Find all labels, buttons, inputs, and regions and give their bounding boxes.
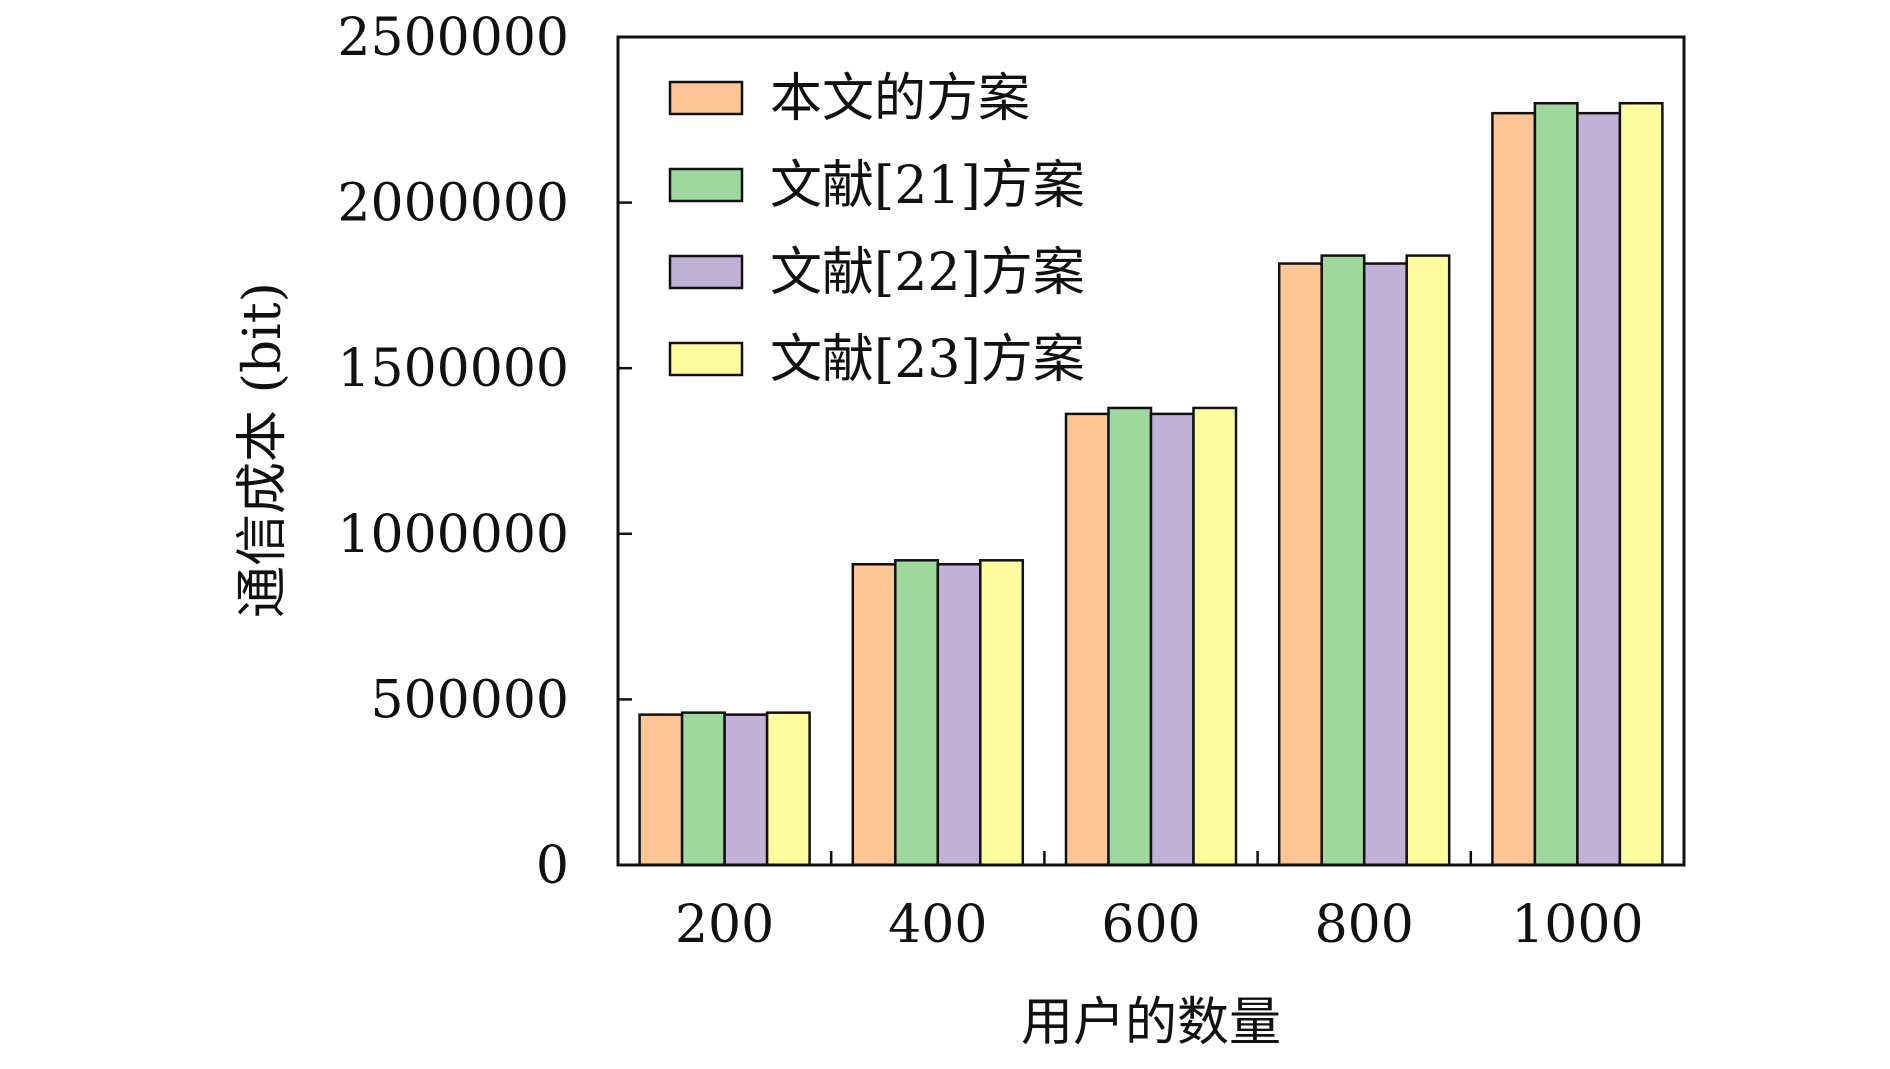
bar-400-series-4 [979,559,1025,867]
y-tick-label: 500000 [370,670,569,730]
bar-800-series-3 [1362,262,1408,867]
bar-1000-series-2 [1533,101,1579,867]
y-tick-label: 2000000 [337,174,569,234]
x-tick-label: 600 [1101,895,1200,955]
plot-frame [616,35,1686,867]
x-tick-label: 800 [1315,895,1414,955]
bar-200-series-1 [638,713,684,867]
bar-600-series-2 [1107,406,1153,867]
bars-layer [638,101,1664,867]
legend-swatch-4 [668,341,744,377]
x-tick-label: 400 [888,895,987,955]
bar-600-series-3 [1149,412,1195,867]
legend-swatch-3 [668,254,744,290]
legend-label-4: 文献[23]方案 [770,330,1085,390]
bar-400-series-3 [936,563,982,867]
x-axis-title: 用户的数量 [1021,993,1281,1053]
legend-swatch-1 [668,80,744,116]
bar-400-series-1 [851,563,897,867]
bar-600-series-4 [1192,406,1238,867]
y-tick-label: 1500000 [337,339,569,399]
legend-label-1: 本文的方案 [770,69,1030,129]
bar-200-series-4 [765,711,811,867]
bar-200-series-3 [723,713,769,867]
x-tick-label: 1000 [1511,895,1643,955]
bar-800-series-2 [1320,254,1366,867]
legend-label-3: 文献[22]方案 [770,243,1085,303]
ticks-layer [618,35,1473,867]
bar-600-series-1 [1064,412,1110,867]
labels-layer: 200 400 600 800 1000 0 500000 1000000 1500000 200… [337,8,1643,955]
bar-1000-series-3 [1576,111,1622,867]
y-tick-label: 0 [536,836,569,896]
bar-1000-series-1 [1491,111,1537,867]
bar-400-series-2 [894,559,940,867]
x-tick-label: 200 [675,895,774,955]
bar-200-series-2 [680,711,726,867]
legend-label-2: 文献[21]方案 [770,156,1085,216]
bar-1000-series-4 [1618,101,1664,867]
y-axis-title: 通信成本 (bit) [233,282,293,618]
bar-800-series-1 [1277,262,1323,867]
y-tick-label: 1000000 [337,505,569,565]
legend-swatch-2 [668,167,744,203]
y-tick-label: 2500000 [337,8,569,68]
bar-800-series-4 [1405,254,1451,867]
